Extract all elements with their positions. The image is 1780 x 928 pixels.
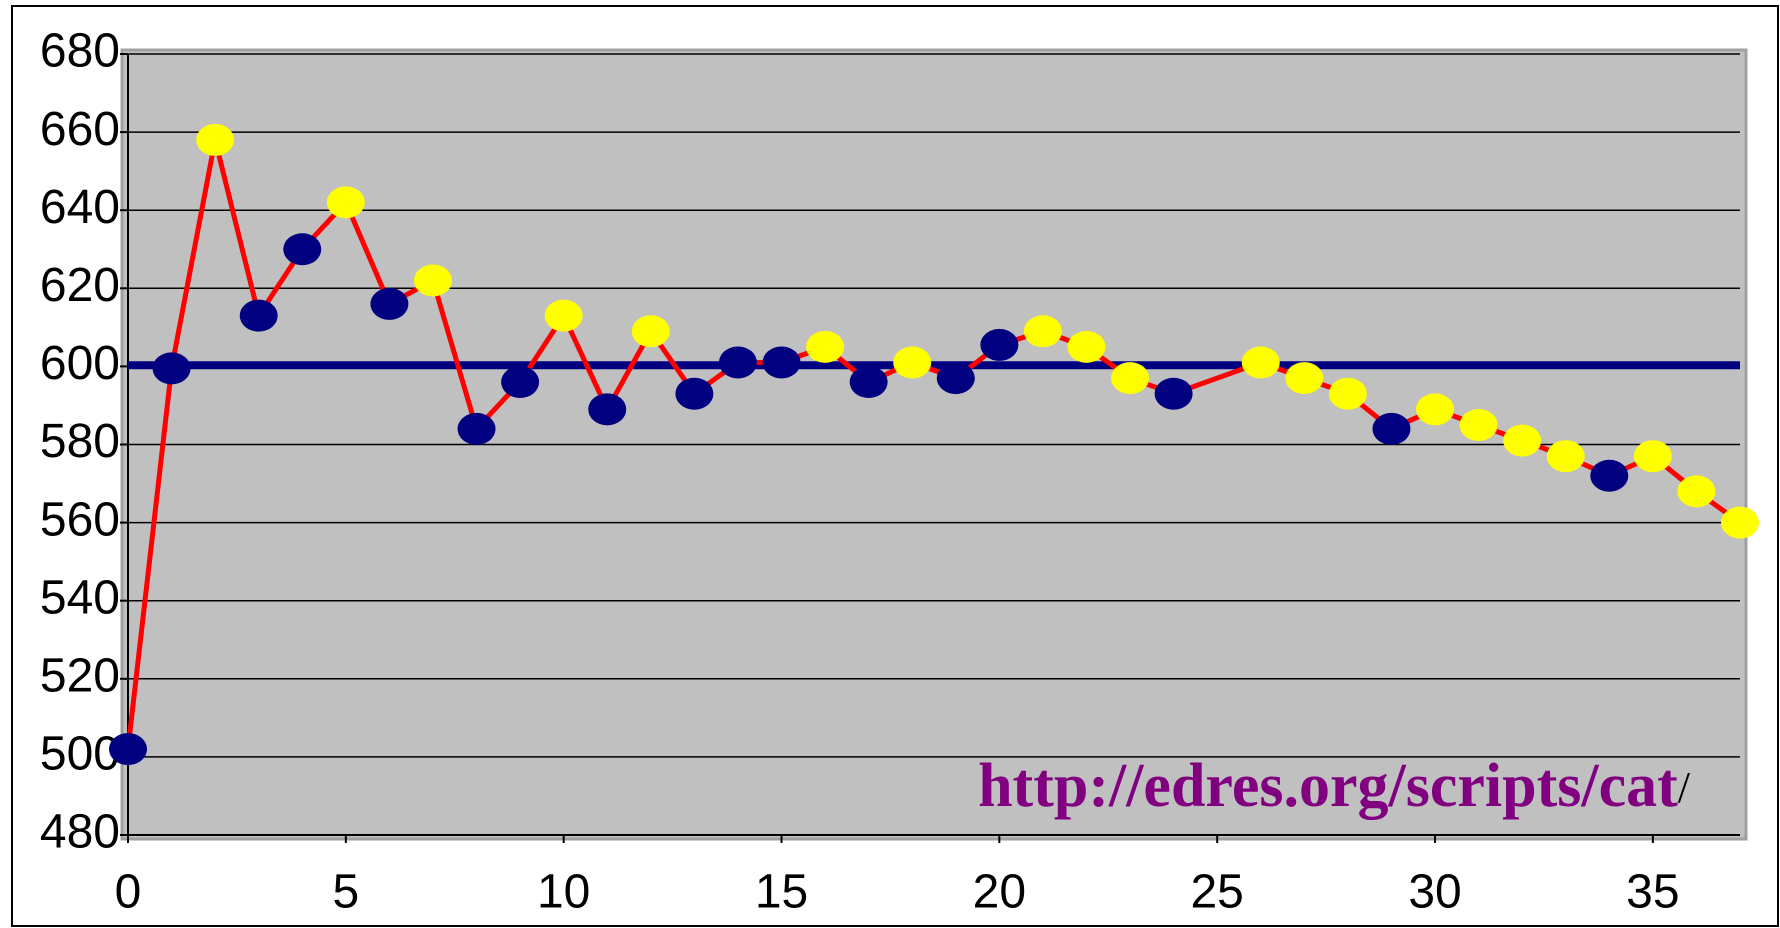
data-point (1546, 440, 1585, 473)
data-point (849, 366, 888, 399)
y-tick-label: 520 (40, 649, 120, 702)
annotation-link: http://edres.org/scripts/cat (978, 752, 1678, 820)
data-point (1677, 475, 1716, 508)
data-point (283, 233, 322, 266)
y-tick-label: 620 (40, 259, 120, 312)
data-point (501, 366, 540, 399)
frame (11, 5, 1779, 927)
data-point (1459, 408, 1498, 441)
data-point (1372, 412, 1411, 445)
data-point (370, 287, 409, 320)
data-point (936, 362, 975, 395)
x-tick-label: 10 (537, 866, 590, 919)
data-point (1285, 362, 1324, 395)
data-point (326, 186, 365, 219)
x-tick-label: 30 (1408, 866, 1461, 919)
data-point (413, 264, 452, 297)
data-point (1023, 315, 1062, 348)
data-point (152, 352, 191, 385)
data-point (1590, 459, 1629, 492)
data-point (457, 412, 496, 445)
data-point (1503, 424, 1542, 457)
y-tick-label: 480 (40, 806, 120, 859)
data-point (631, 315, 670, 348)
y-tick-label: 560 (40, 493, 120, 546)
data-point (1633, 440, 1672, 473)
y-tick-label: 640 (40, 181, 120, 234)
data-point (1416, 393, 1455, 426)
data-point (1328, 377, 1367, 410)
data-point (239, 299, 278, 332)
x-tick-label: 20 (973, 866, 1026, 919)
data-point (893, 346, 932, 379)
x-tick-label: 35 (1626, 866, 1679, 919)
data-point (588, 393, 627, 426)
data-point (762, 346, 801, 379)
y-tick-label: 500 (40, 728, 120, 781)
data-point (1721, 506, 1759, 539)
data-point (196, 123, 235, 156)
data-point (1241, 346, 1280, 379)
data-point (109, 733, 147, 766)
y-tick-label: 580 (40, 415, 120, 468)
y-tick-label: 540 (40, 571, 120, 624)
y-tick-label: 600 (40, 337, 120, 390)
data-point (544, 299, 583, 332)
x-tick-label: 5 (332, 866, 359, 919)
x-tick-label: 25 (1190, 866, 1243, 919)
data-point (1067, 330, 1106, 363)
annotation: http://edres.org/scripts/cat/ (978, 752, 1691, 820)
data-point (1111, 362, 1150, 395)
data-point (980, 328, 1019, 361)
x-tick-label: 15 (755, 866, 808, 919)
y-tick-label: 660 (40, 103, 120, 156)
data-point (806, 330, 845, 363)
data-point (1154, 377, 1193, 410)
y-tick-label: 680 (40, 25, 120, 78)
annotation-slash: / (1678, 763, 1691, 812)
data-point (718, 346, 757, 379)
x-tick-label: 0 (115, 866, 142, 919)
data-point (675, 377, 714, 410)
